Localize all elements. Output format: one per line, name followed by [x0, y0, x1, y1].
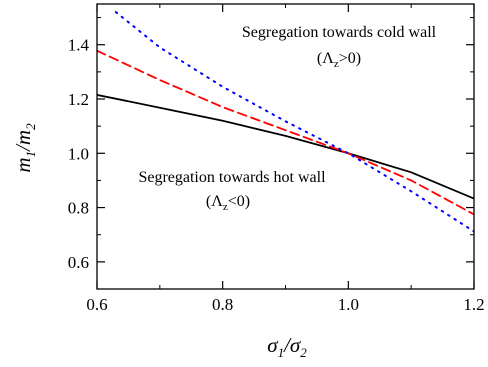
x-label-slash: /: [283, 333, 292, 357]
y-tick-label: 1.2: [68, 90, 89, 109]
y-label-sub-1: 1: [23, 151, 38, 158]
annotation-cold-sym: (Λ: [317, 50, 334, 67]
y-label-m-2: m: [11, 130, 35, 145]
x-tick-label: 0.8: [212, 295, 233, 314]
annotation-cold-rel: >0): [339, 50, 361, 67]
plot-frame: [96, 3, 475, 290]
series-line-solid: [97, 94, 474, 200]
y-label-m-1: m: [11, 157, 35, 172]
x-label-sigma-1: σ: [267, 333, 279, 357]
y-label-slash: /: [11, 143, 35, 152]
axis-ticks: 0.6 0.8 1.0 1.2 0.6 0.8 1.0 1.2 1.4: [68, 4, 485, 314]
annotation-cold-condition: (Λz>0): [317, 50, 361, 70]
annotation-hot-rel: <0): [228, 193, 250, 210]
y-label-sub-2: 2: [23, 123, 38, 130]
x-tick-label: 1.0: [338, 295, 359, 314]
series-line-dashed: [97, 49, 474, 216]
y-tick-label: 0.6: [68, 253, 89, 272]
annotation-hot-sym: (Λ: [206, 193, 223, 210]
x-tick-label: 1.2: [463, 295, 484, 314]
y-tick-label: 1.0: [68, 144, 89, 163]
annotation-hot-sub: z: [223, 201, 228, 213]
x-label-sub-1: 1: [278, 345, 285, 360]
annotation-cold-title: Segregation towards cold wall: [242, 24, 437, 41]
annotation-cold-sub: z: [334, 58, 339, 70]
x-label-sigma-2: σ: [290, 333, 302, 357]
x-label-sub-2: 2: [300, 345, 307, 360]
y-tick-label: 1.4: [68, 36, 90, 55]
x-axis-label: σ1/σ2: [267, 333, 307, 360]
y-tick-label: 0.8: [68, 199, 89, 218]
series-line-dotted: [114, 11, 474, 233]
annotation-hot-condition: (Λz<0): [206, 193, 250, 213]
x-tick-label: 0.6: [86, 295, 107, 314]
annotation-hot-title: Segregation towards hot wall: [138, 169, 326, 186]
y-axis-label: m1/m2: [11, 123, 38, 173]
plot-lines: [97, 11, 474, 233]
